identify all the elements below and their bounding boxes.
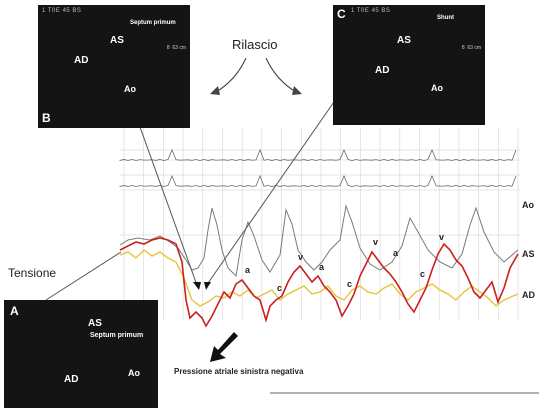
right-label-ad: AD xyxy=(522,290,535,300)
label-as: AS xyxy=(110,35,124,46)
ecg-trace xyxy=(119,174,517,188)
recording-strip xyxy=(120,128,520,328)
right-label-ao: Ao xyxy=(522,200,534,210)
release-arrowhead-left xyxy=(210,86,220,95)
wave-label-a: a xyxy=(393,248,399,258)
label-shunt: Shunt xyxy=(437,15,454,21)
pointer-line-b xyxy=(135,115,199,289)
la-pressure-trace xyxy=(119,237,519,328)
label-as: AS xyxy=(88,318,102,329)
wave-label-v: v xyxy=(298,252,304,262)
release-arrowhead-right xyxy=(292,86,302,95)
dip-marker-right xyxy=(204,282,211,290)
label-ao: Ao xyxy=(128,368,140,378)
label-ao: Ao xyxy=(124,84,136,94)
label-ad: AD xyxy=(375,65,390,76)
ra-pressure-trace xyxy=(119,249,519,307)
echo-header-text: 1 T0E 45 BS xyxy=(351,8,391,14)
echo-header-text: 1 T0E 45 BS xyxy=(42,8,82,14)
wave-label-c: c xyxy=(277,283,283,293)
label-septum-primum: Septum primum xyxy=(90,332,144,339)
ecg-trace xyxy=(119,148,517,162)
echo-panel-b: 1 T0E 45 BS AS Septum primum AD Ao B 8 6… xyxy=(38,5,190,128)
label-ad: AD xyxy=(74,55,89,66)
label-ad: AD xyxy=(64,374,79,385)
pointer-line-c xyxy=(205,75,353,287)
panel-letter-a: A xyxy=(10,304,19,318)
echo-panel-a: A AS Septum primum AD Ao xyxy=(4,300,158,408)
dip-marker-left xyxy=(193,282,201,290)
release-arrow-right xyxy=(265,57,297,93)
pointer-line-a xyxy=(45,251,122,301)
negative-pressure-arrow xyxy=(210,332,238,362)
ao-pressure-trace xyxy=(119,204,519,278)
panel-letter-c: C xyxy=(337,7,346,21)
release-arrow-left xyxy=(215,57,247,93)
wave-label-v: v xyxy=(373,237,379,247)
wave-label-a: a xyxy=(319,262,325,272)
tension-label: Tensione xyxy=(8,266,57,280)
negative-pressure-caption: Pressione atriale sinistra negativa xyxy=(174,367,304,376)
echo-panel-c: C 1 T0E 45 BS AS Shunt AD Ao 8 63 cm xyxy=(333,5,485,125)
wave-label-c: c xyxy=(347,279,353,289)
panel-letter-b: B xyxy=(42,111,51,125)
right-label-as: AS xyxy=(522,249,535,259)
wave-label-v: v xyxy=(439,232,445,242)
label-as: AS xyxy=(397,35,411,46)
wave-label-c: c xyxy=(420,269,426,279)
depth-scale: 8 63 cm xyxy=(461,45,481,51)
depth-scale: 8 63 cm xyxy=(166,45,186,51)
label-septum-primum: Septum primum xyxy=(130,20,176,26)
label-ao: Ao xyxy=(431,83,443,93)
wave-label-a: a xyxy=(245,265,251,275)
release-label: Rilascio xyxy=(232,37,278,52)
